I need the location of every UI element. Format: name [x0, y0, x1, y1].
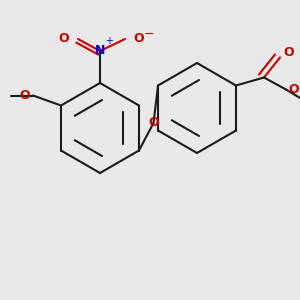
Text: −: − — [144, 28, 154, 40]
Text: +: + — [105, 36, 113, 46]
Text: N: N — [95, 44, 105, 58]
Text: O: O — [289, 83, 299, 96]
Text: O: O — [20, 89, 30, 102]
Text: O: O — [134, 32, 144, 46]
Text: O: O — [59, 32, 69, 46]
Text: O: O — [148, 116, 159, 130]
Text: O: O — [284, 46, 294, 59]
